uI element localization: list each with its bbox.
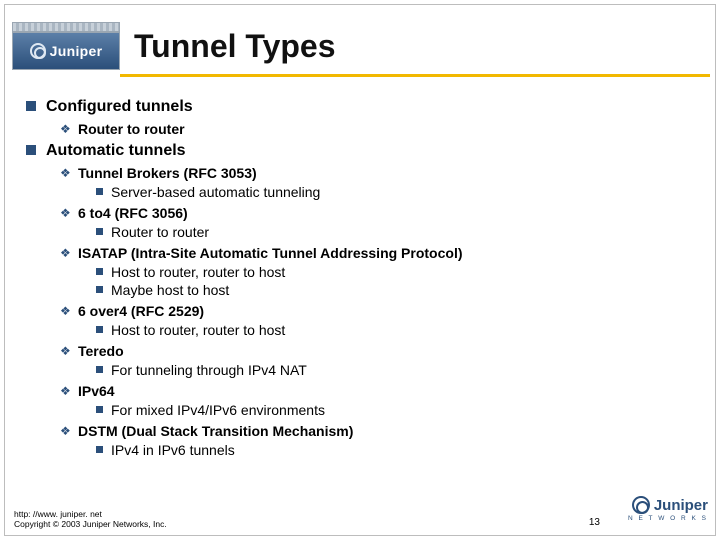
diamond-bullet-icon: ❖	[60, 165, 70, 181]
bullet-text: Server-based automatic tunneling	[111, 183, 320, 202]
square-bullet-icon	[26, 101, 36, 111]
bullet-lvl3: Server-based automatic tunneling	[96, 183, 696, 202]
diamond-bullet-icon: ❖	[60, 423, 70, 439]
slide-title: Tunnel Types	[134, 28, 336, 65]
bullet-lvl2: ❖ Tunnel Brokers (RFC 3053)	[60, 164, 696, 183]
slide: Juniper Tunnel Types Configured tunnels …	[0, 0, 720, 540]
bullet-lvl3: Router to router	[96, 223, 696, 242]
bullet-lvl2: ❖ 6 to4 (RFC 3056)	[60, 204, 696, 223]
small-square-bullet-icon	[96, 286, 103, 293]
logo-top-card: Juniper	[12, 32, 120, 70]
logo-top-text: Juniper	[50, 43, 103, 59]
juniper-ring-icon	[632, 496, 650, 514]
logo-bottom-right: Juniper N E T W O R K S	[610, 496, 708, 532]
bullet-text: 6 to4 (RFC 3056)	[78, 204, 188, 223]
bullet-lvl1: Automatic tunnels	[26, 140, 696, 162]
bullet-text: Router to router	[111, 223, 209, 242]
small-square-bullet-icon	[96, 406, 103, 413]
diamond-bullet-icon: ❖	[60, 245, 70, 261]
bullet-lvl2: ❖ IPv64	[60, 382, 696, 401]
bullet-text: Host to router, router to host	[111, 263, 285, 282]
bullet-lvl2: ❖ 6 over4 (RFC 2529)	[60, 302, 696, 321]
bullet-text: DSTM (Dual Stack Transition Mechanism)	[78, 422, 353, 441]
logo-br-subline: N E T W O R K S	[628, 515, 708, 522]
bullet-lvl2: ❖ Router to router	[60, 120, 696, 139]
diamond-bullet-icon: ❖	[60, 343, 70, 359]
square-bullet-icon	[26, 145, 36, 155]
bullet-lvl3: Host to router, router to host	[96, 263, 696, 282]
diamond-bullet-icon: ❖	[60, 205, 70, 221]
bullet-text: Host to router, router to host	[111, 321, 285, 340]
logo-br-text: Juniper	[654, 497, 708, 514]
bullet-text: IPv64	[78, 382, 115, 401]
bullet-lvl2: ❖ Teredo	[60, 342, 696, 361]
bullet-text: Router to router	[78, 120, 185, 139]
small-square-bullet-icon	[96, 188, 103, 195]
footer-copyright: Copyright © 2003 Juniper Networks, Inc.	[14, 519, 167, 530]
logo-top-stripe	[12, 22, 120, 32]
bullet-lvl1: Configured tunnels	[26, 96, 696, 118]
diamond-bullet-icon: ❖	[60, 121, 70, 137]
bullet-lvl3: Maybe host to host	[96, 281, 696, 300]
bullet-lvl2: ❖ ISATAP (Intra-Site Automatic Tunnel Ad…	[60, 244, 696, 263]
juniper-ring-icon	[30, 43, 46, 59]
bullet-lvl3: For tunneling through IPv4 NAT	[96, 361, 696, 380]
bullet-text: For mixed IPv4/IPv6 environments	[111, 401, 325, 420]
footer-url: http: //www. juniper. net	[14, 509, 167, 520]
diamond-bullet-icon: ❖	[60, 383, 70, 399]
bullet-text: ISATAP (Intra-Site Automatic Tunnel Addr…	[78, 244, 463, 263]
small-square-bullet-icon	[96, 268, 103, 275]
bullet-lvl3: IPv4 in IPv6 tunnels	[96, 441, 696, 460]
small-square-bullet-icon	[96, 446, 103, 453]
bullet-text: Tunnel Brokers (RFC 3053)	[78, 164, 257, 183]
bullet-lvl3: For mixed IPv4/IPv6 environments	[96, 401, 696, 420]
logo-top: Juniper	[12, 22, 120, 72]
content-body: Configured tunnels ❖ Router to router Au…	[26, 94, 696, 459]
title-underline	[120, 74, 710, 77]
page-number: 13	[589, 517, 600, 528]
diamond-bullet-icon: ❖	[60, 303, 70, 319]
bullet-lvl3: Host to router, router to host	[96, 321, 696, 340]
small-square-bullet-icon	[96, 228, 103, 235]
footer: http: //www. juniper. net Copyright © 20…	[14, 509, 167, 530]
bullet-text: Teredo	[78, 342, 124, 361]
bullet-text: 6 over4 (RFC 2529)	[78, 302, 204, 321]
small-square-bullet-icon	[96, 326, 103, 333]
bullet-text: Configured tunnels	[46, 96, 193, 118]
bullet-text: IPv4 in IPv6 tunnels	[111, 441, 235, 460]
bullet-lvl2: ❖ DSTM (Dual Stack Transition Mechanism)	[60, 422, 696, 441]
bullet-text: For tunneling through IPv4 NAT	[111, 361, 307, 380]
small-square-bullet-icon	[96, 366, 103, 373]
bullet-text: Maybe host to host	[111, 281, 229, 300]
bullet-text: Automatic tunnels	[46, 140, 186, 162]
